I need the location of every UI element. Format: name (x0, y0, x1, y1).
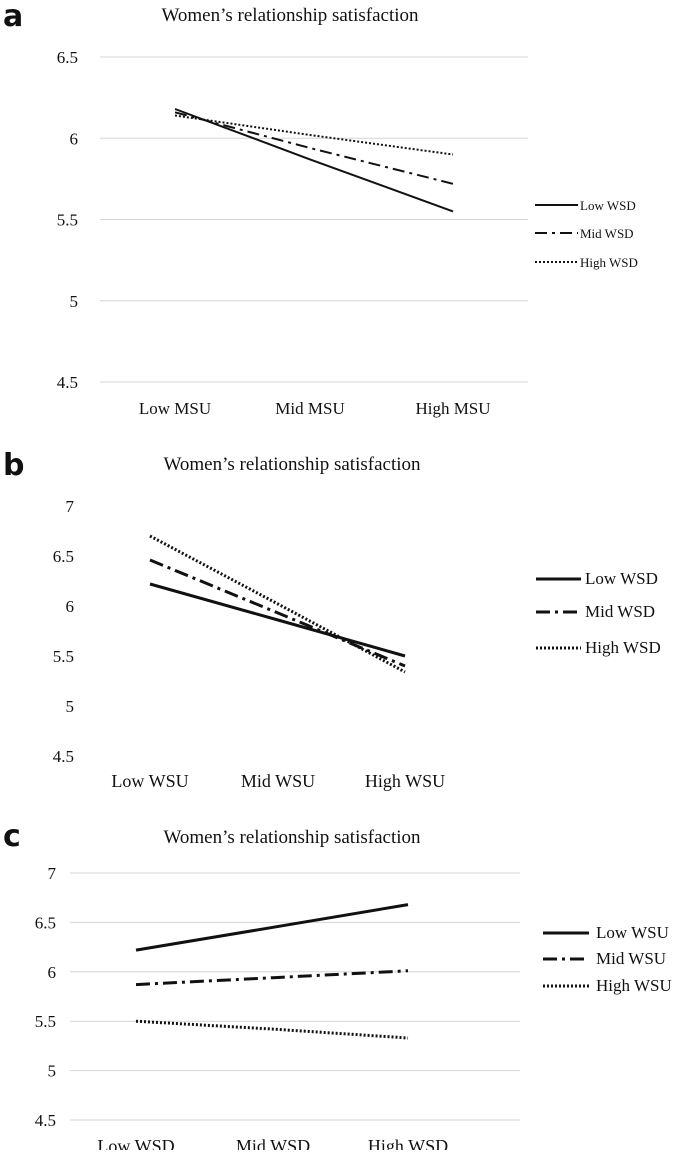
series-line-high-wsu (135, 1019, 409, 1040)
legend-label-high-wsd: High WSD (585, 638, 661, 657)
series-line-low-wsd (149, 582, 406, 658)
chart-title: Women’s relationship satisfaction (161, 5, 419, 26)
series-line-mid-wsu (135, 969, 409, 987)
x-tick-label: Mid MSU (275, 399, 344, 418)
x-tick-label: High MSU (415, 399, 490, 418)
plot-area: 4.5 5 5.5 6 6.5 7 Low WSD Mid WSD High WSD Low WS… (35, 864, 672, 1150)
series-line-mid-wsd (174, 111, 454, 185)
y-tick-label: 5 (48, 1062, 57, 1081)
chart-panel-b: b Women’s relationship satisfaction 4.5 5… (3, 448, 661, 791)
legend-label-low-wsd: Low WSD (580, 198, 636, 213)
y-tick-label: 6 (70, 129, 79, 148)
plot-area: 4.5 5 5.5 6 6.5 Low MSU Mid MSU High MSU Low WSD… (57, 48, 638, 418)
x-tick-label: High WSD (368, 1136, 448, 1150)
x-tick-label: Low MSU (139, 399, 211, 418)
y-tick-label: 6 (66, 597, 75, 616)
series-line-high-wsd (174, 114, 454, 156)
x-tick-label: High WSU (365, 771, 445, 791)
x-tick-label: Low WSD (97, 1136, 174, 1150)
y-tick-label: 7 (66, 497, 75, 516)
panel-letter: b (3, 448, 24, 483)
chart-title: Women’s relationship satisfaction (163, 454, 421, 475)
y-tick-label: 4.5 (35, 1111, 56, 1130)
y-tick-label: 4.5 (57, 373, 78, 392)
panel-letter: a (3, 0, 23, 34)
series-line-low-wsd (174, 108, 454, 213)
legend-label-mid-wsd: Mid WSD (580, 226, 634, 241)
y-tick-label: 5 (66, 697, 75, 716)
panel-letter: c (3, 822, 21, 854)
y-tick-label: 5.5 (35, 1012, 56, 1031)
x-tick-label: Low WSU (111, 771, 188, 791)
legend-label-low-wsu: Low WSU (596, 923, 669, 942)
y-tick-label: 5 (70, 292, 79, 311)
y-tick-label: 4.5 (53, 747, 74, 766)
legend-label-mid-wsd: Mid WSD (585, 602, 655, 621)
legend-label-high-wsu: High WSU (596, 976, 672, 995)
series-line-mid-wsd (149, 558, 406, 668)
series-line-high-wsd (149, 534, 406, 674)
chart-title: Women’s relationship satisfaction (163, 827, 421, 848)
y-tick-label: 6.5 (35, 913, 56, 932)
y-tick-label: 6.5 (53, 547, 74, 566)
y-tick-label: 6.5 (57, 48, 78, 67)
y-tick-label: 5.5 (57, 211, 78, 230)
y-tick-label: 6 (48, 963, 57, 982)
legend-label-mid-wsu: Mid WSU (596, 949, 666, 968)
series-line-low-wsu (135, 903, 409, 952)
chart-panel-c: c Women’s relationship satisfaction 4.5 5… (3, 822, 672, 1150)
plot-area: 4.5 5 5.5 6 6.5 7 Low WSU Mid WSU High WSU Low WS… (53, 497, 661, 791)
y-tick-label: 7 (48, 864, 57, 883)
x-tick-label: Mid WSD (236, 1136, 310, 1150)
legend-label-high-wsd: High WSD (580, 255, 638, 270)
chart-panel-a: a Women’s relationship satisfaction 4.5 5… (3, 0, 638, 418)
y-tick-label: 5.5 (53, 647, 74, 666)
x-tick-label: Mid WSU (241, 771, 315, 791)
legend-label-low-wsd: Low WSD (585, 569, 658, 588)
